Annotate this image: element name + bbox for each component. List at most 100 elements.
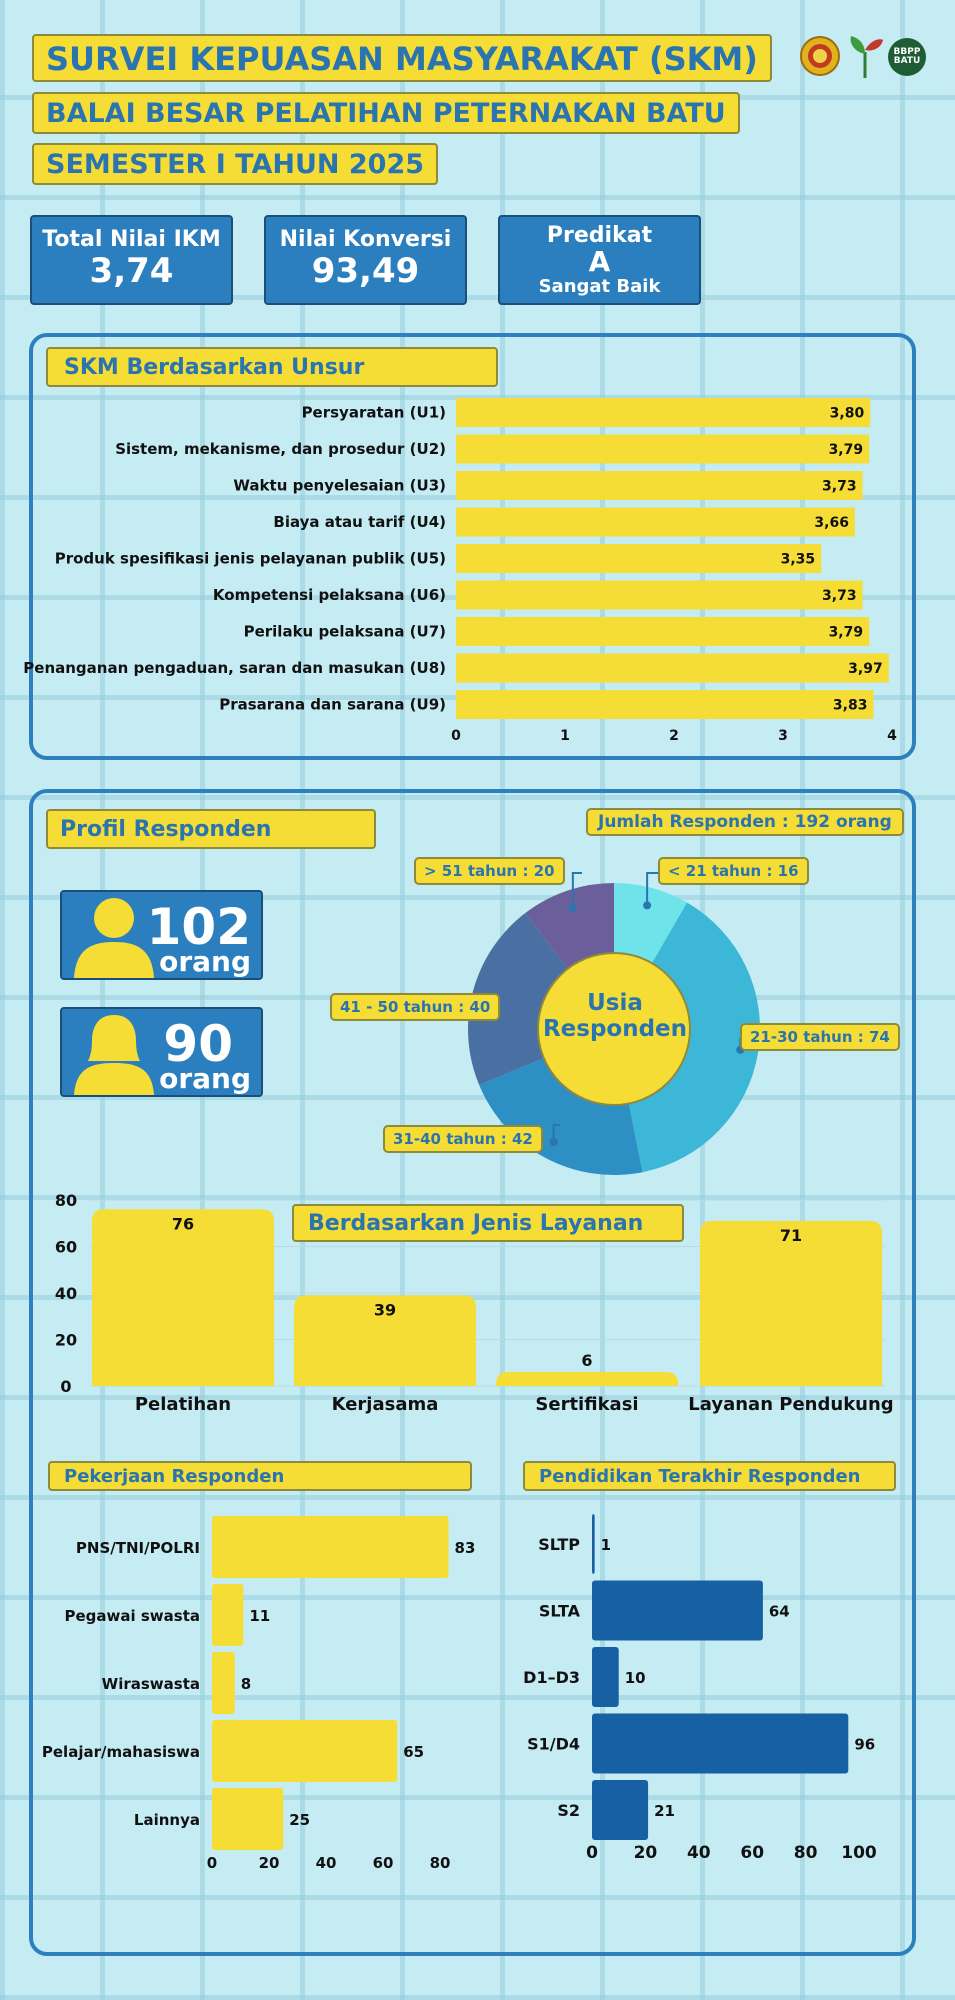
age-tag-21-30: 21-30 tahun : 74	[740, 1023, 900, 1051]
layanan-category-label: Sertifikasi	[535, 1394, 638, 1415]
donut-center-line2: Responden	[542, 1016, 688, 1042]
predikat-stat-box: Predikat A Sangat Baik	[498, 215, 701, 305]
unsur-category-label: Sistem, mekanisme, dan prosedur (U2)	[115, 440, 446, 458]
age-tag-over51: > 51 tahun : 20	[414, 857, 565, 885]
layanan-value-label: 71	[780, 1226, 802, 1245]
pendidikan-value-label: 96	[854, 1736, 875, 1754]
total-responden-tag: Jumlah Responden : 192 orang	[586, 808, 904, 836]
pekerjaan-bar	[212, 1788, 284, 1850]
unsur-chart-title: SKM Berdasarkan Unsur	[46, 347, 498, 387]
unsur-bar	[456, 690, 874, 719]
pekerjaan-value-label: 25	[289, 1811, 310, 1829]
age-leader-dot	[549, 1137, 558, 1146]
pekerjaan-value-label: 65	[403, 1743, 424, 1761]
layanan-bar	[92, 1209, 274, 1386]
pendidikan-category-label: S2	[557, 1801, 580, 1820]
pendidikan-bar	[592, 1514, 595, 1574]
layanan-bar	[294, 1295, 476, 1386]
age-leader-dot	[643, 901, 652, 910]
unsur-bar	[456, 507, 855, 537]
pendidikan-value-label: 10	[625, 1669, 646, 1687]
unsur-panel	[29, 333, 916, 760]
male-count: 102	[146, 898, 251, 956]
age-donut-chart	[468, 872, 760, 1175]
unsur-bar	[456, 580, 863, 610]
pekerjaan-value-label: 83	[455, 1539, 476, 1557]
age-leader-line	[552, 1124, 560, 1142]
pekerjaan-bar	[212, 1584, 244, 1646]
layanan-chart-title: Berdasarkan Jenis Layanan	[292, 1204, 684, 1242]
predikat-value: A	[588, 245, 611, 278]
pendidikan-bar	[592, 1780, 649, 1840]
unsur-value-label: 3,73	[822, 588, 857, 604]
age-slice	[468, 913, 568, 1085]
unsur-value-label: 3,97	[848, 661, 883, 677]
unsur-value-label: 3,83	[833, 698, 868, 714]
layanan-bar	[496, 1372, 678, 1386]
pendidikan-x-tick: 100	[841, 1843, 877, 1863]
ikm-value: 3,74	[89, 251, 174, 291]
pekerjaan-x-tick: 20	[259, 1854, 280, 1872]
pekerjaan-value-label: 11	[249, 1607, 270, 1625]
bbpp-logo-text: BBPP BATU	[893, 46, 921, 66]
layanan-value-label: 39	[374, 1300, 396, 1319]
layanan-value-label: 76	[172, 1214, 194, 1233]
male-count-box: 102 orang	[60, 890, 263, 980]
layanan-category-label: Kerjasama	[332, 1394, 439, 1415]
layanan-chart: 80 60 40 20 0 76 Pelatihan 39 Kerjasama 6 Sertifik…	[55, 1191, 894, 1415]
pekerjaan-bar	[212, 1720, 398, 1782]
layanan-y-tick: 80	[55, 1191, 77, 1210]
konversi-label: Nilai Konversi	[279, 227, 452, 252]
male-unit: orang	[159, 945, 251, 978]
pendidikan-x-tick: 0	[586, 1843, 598, 1863]
age-tag-under21: < 21 tahun : 16	[658, 857, 809, 885]
unsur-x-tick: 2	[669, 728, 679, 744]
pekerjaan-value-label: 8	[241, 1675, 251, 1693]
pekerjaan-chart: PNS/TNI/POLRI 83 Pegawai swasta 11 Wiraswast…	[42, 1516, 476, 1872]
ikm-stat-box: Total Nilai IKM 3,74	[30, 215, 233, 305]
ministry-logo-icon	[800, 36, 840, 76]
layanan-category-label: Layanan Pendukung	[688, 1394, 893, 1415]
unsur-bar	[456, 434, 870, 464]
age-leader-line	[571, 872, 582, 908]
layanan-category-label: Pelatihan	[135, 1394, 231, 1415]
unsur-value-label: 3,66	[814, 515, 849, 531]
unsur-bar	[456, 544, 822, 573]
unsur-category-label: Persyaratan (U1)	[302, 404, 446, 422]
layanan-y-tick: 40	[55, 1284, 77, 1303]
pekerjaan-chart-title: Pekerjaan Responden	[48, 1461, 472, 1491]
age-slice	[479, 1058, 643, 1175]
pendidikan-value-label: 64	[769, 1603, 790, 1621]
unsur-value-label: 3,73	[822, 479, 857, 495]
unsur-value-label: 3,80	[830, 406, 865, 422]
unsur-category-label: Biaya atau tarif (U4)	[273, 513, 446, 531]
pendidikan-x-tick: 40	[687, 1843, 711, 1863]
female-count: 90	[163, 1015, 233, 1073]
age-tag-31-40: 31-40 tahun : 42	[383, 1125, 543, 1153]
age-leader-line	[646, 872, 658, 906]
pendidikan-x-tick: 20	[634, 1843, 658, 1863]
donut-center-line1: Usia	[587, 990, 643, 1016]
unsur-category-label: Produk spesifikasi jenis pelayanan publi…	[55, 550, 446, 568]
unsur-category-label: Kompetensi pelaksana (U6)	[213, 586, 446, 604]
layanan-value-label: 6	[581, 1351, 592, 1370]
unsur-bar	[456, 617, 870, 646]
age-slice	[525, 883, 614, 969]
pendidikan-category-label: SLTA	[539, 1602, 581, 1621]
pendidikan-value-label: 1	[601, 1536, 611, 1554]
bbpp-logo-icon: BBPP BATU	[888, 38, 926, 76]
pendidikan-value-label: 21	[654, 1802, 675, 1820]
pekerjaan-x-tick: 60	[373, 1854, 394, 1872]
pekerjaan-category-label: Pelajar/mahasiswa	[42, 1743, 200, 1761]
pekerjaan-x-tick: 40	[316, 1854, 337, 1872]
pekerjaan-category-label: Wiraswasta	[102, 1675, 200, 1693]
pendidikan-bar	[592, 1713, 849, 1774]
pekerjaan-bar	[212, 1652, 235, 1714]
layanan-y-tick: 60	[55, 1238, 77, 1257]
unsur-category-label: Perilaku pelaksana (U7)	[244, 623, 446, 641]
age-leader-dot	[568, 903, 577, 912]
unsur-bar	[456, 653, 889, 683]
unsur-bar	[456, 398, 871, 427]
layanan-y-tick: 20	[55, 1331, 77, 1350]
predikat-desc: Sangat Baik	[538, 276, 661, 297]
